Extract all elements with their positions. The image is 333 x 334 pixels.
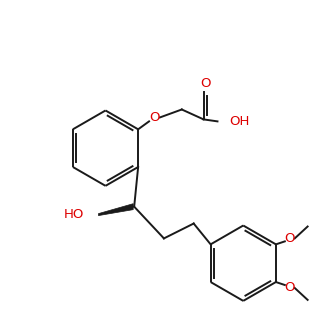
Text: O: O	[149, 111, 159, 124]
Text: OH: OH	[229, 115, 250, 128]
Text: HO: HO	[64, 208, 85, 221]
Text: O: O	[284, 282, 295, 295]
Polygon shape	[99, 204, 133, 215]
Text: O: O	[200, 77, 211, 90]
Text: O: O	[284, 232, 295, 245]
